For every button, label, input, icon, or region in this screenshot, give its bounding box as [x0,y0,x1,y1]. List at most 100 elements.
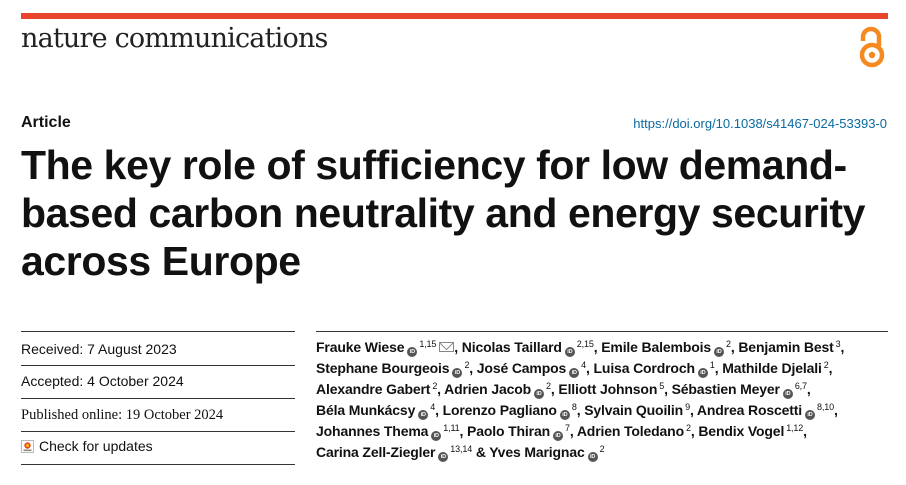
author: Emile Balembois iD2 [601,339,731,357]
separator: , [840,339,845,355]
separator: , [576,402,585,418]
orcid-icon[interactable]: iD [564,347,575,357]
author-name[interactable]: Alexandre Gabert [316,381,431,397]
author-line: Stephane Bourgeois iD2, José Campos iD4, L… [316,358,902,379]
author: Alexandre Gabert 2 [316,381,437,397]
author-name[interactable]: Frauke Wiese [316,339,405,355]
separator: , [833,402,838,418]
author-name[interactable]: Elliott Johnson [558,381,658,397]
check-updates-icon [21,439,34,453]
separator: , [730,339,739,355]
affiliation-marker: 4 [430,402,436,412]
author: Bendix Vogel 1,12 [698,423,803,439]
author-name[interactable]: Yves Marignac [489,444,585,460]
orcid-icon[interactable]: iD [553,431,563,441]
check-for-updates-label: Check for updates [39,438,153,454]
orcid-icon[interactable]: iD [569,368,580,378]
author-name[interactable]: Luisa Cordroch [593,360,696,376]
separator: , [828,360,833,376]
orcid-icon[interactable]: iD [534,389,545,399]
affiliation-marker: 2 [686,423,691,433]
author-name[interactable]: Carina Zell-Ziegler [316,444,436,460]
orcid-icon[interactable]: iD [431,431,442,441]
affiliation-marker: 8 [571,402,577,412]
author-name[interactable]: Emile Balembois [601,339,711,355]
author: Adrien Jacob iD2 [444,381,551,399]
orcid-icon[interactable]: iD [587,452,598,462]
author: Luisa Cordroch iD1 [593,360,715,378]
doi-link[interactable]: https://doi.org/10.1038/s41467-024-53393… [633,116,887,131]
author-name[interactable]: Bendix Vogel [698,423,785,439]
author-name[interactable]: Lorenzo Pagliano [442,402,557,418]
orcid-icon[interactable]: iD [782,389,793,399]
affiliation-marker: 2 [432,381,438,391]
author-name[interactable]: Benjamin Best [738,339,834,355]
orcid-icon[interactable]: iD [452,368,463,378]
author: Carina Zell-Ziegler iD13,14 [316,444,473,462]
separator: , [664,381,672,397]
orcid-icon[interactable]: iD [418,410,429,420]
orcid-icon[interactable]: iD [438,452,449,462]
journal-name[interactable]: nature communications [21,23,328,54]
orcid-icon[interactable]: iD [714,347,724,357]
author: Yves Marignac iD2 [489,444,605,462]
orcid-icon[interactable]: iD [559,410,570,420]
author-line: Carina Zell-Ziegler iD13,14 & Yves Marign… [316,442,902,463]
author-name[interactable]: Stephane Bourgeois [316,360,450,376]
author-name[interactable]: José Campos [476,360,567,376]
separator: , [690,423,699,439]
affiliation-marker: 2 [823,360,829,370]
separator: , [689,402,697,418]
separator: , [454,339,462,355]
divider [21,398,295,399]
separator: , [569,423,577,439]
published-date: Published online: 19 October 2024 [21,407,224,423]
affiliation-marker: 2 [546,381,551,391]
author-line: Alexandre Gabert 2, Adrien Jacob iD2, Elli… [316,379,902,400]
author-name[interactable]: Béla Munkácsy [316,402,416,418]
article-title: The key role of sufficiency for low dema… [21,142,866,284]
author-name[interactable]: Sébastien Meyer [671,381,780,397]
affiliation-marker: 4 [581,360,587,370]
affiliation-marker: 1,15 [419,339,437,349]
author-line: Frauke Wiese iD1,15, Nicolas Taillard iD2,… [316,337,902,358]
author: Elliott Johnson 5 [558,381,664,397]
journal-top-bar [21,13,888,19]
affiliation-marker: 7 [565,423,570,433]
check-for-updates-button[interactable]: Check for updates [21,438,153,454]
author: Andrea Roscetti iD8,10 [696,402,834,420]
orcid-icon[interactable]: iD [697,368,708,378]
email-icon[interactable] [439,342,455,352]
orcid-icon[interactable]: iD [407,347,418,357]
affiliation-marker: 6,7 [794,381,807,391]
author-name[interactable]: Adrien Jacob [444,381,532,397]
affiliation-marker: 2 [726,339,731,349]
divider [21,331,295,332]
author-name[interactable]: Sylvain Quoilin [584,402,684,418]
author: Lorenzo Pagliano iD8 [442,402,577,420]
separator: , [806,381,811,397]
affiliation-marker: 13,14 [450,444,473,454]
author: José Campos iD4 [476,360,587,378]
affiliation-marker: 2 [464,360,470,370]
author-line: Johannes Thema iD1,11, Paolo Thiran iD7, A… [316,421,902,442]
author-name[interactable]: Mathilde Djelali [722,360,822,376]
author: Stephane Bourgeois iD2 [316,360,470,378]
author-name[interactable]: Adrien Toledano [576,423,684,439]
author: Adrien Toledano 2 [577,423,691,439]
author-name[interactable]: Andrea Roscetti [696,402,803,418]
separator: , [437,381,445,397]
orcid-icon[interactable]: iD [805,410,816,420]
divider [21,431,295,432]
author: Frauke Wiese iD1,15 [316,339,455,357]
author: Sylvain Quoilin 9 [584,402,690,418]
separator: , [593,339,602,355]
author: Paolo Thiran iD7 [467,423,570,441]
separator: , [714,360,723,376]
author-name[interactable]: Johannes Thema [316,423,429,439]
separator: , [550,381,559,397]
author: Béla Munkácsy iD4 [316,402,436,420]
author-name[interactable]: Paolo Thiran [467,423,550,439]
separator: & [472,444,490,460]
author-name[interactable]: Nicolas Taillard [461,339,562,355]
